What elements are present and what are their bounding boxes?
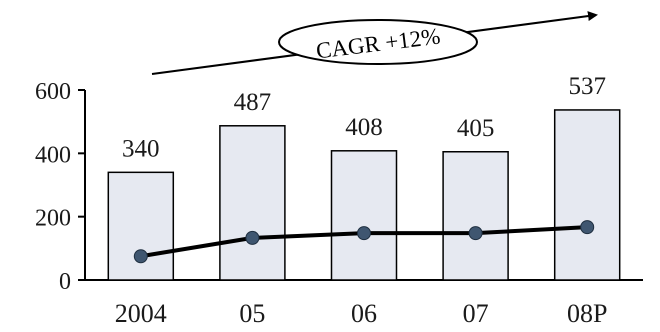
bar-value-label: 408 (345, 114, 383, 141)
bar (553, 109, 621, 281)
trend-point (357, 226, 371, 241)
bar (442, 151, 509, 281)
y-tick-label: 600 (35, 79, 71, 105)
bar-value-label: 537 (568, 73, 606, 100)
bar (219, 125, 286, 281)
trend-point (468, 226, 483, 241)
y-tick-label: 400 (35, 142, 71, 168)
bar-value-label: 487 (234, 89, 272, 116)
y-axis-ticks: 0 200 400 600 (35, 79, 85, 295)
bar (330, 150, 398, 281)
x-tick-label: 06 (351, 299, 377, 328)
bar-value-label: 405 (457, 115, 495, 142)
x-axis-ticks: 2004 05 06 07 08P (115, 299, 608, 328)
trend-line-series (133, 220, 595, 264)
x-tick-label: 07 (463, 299, 489, 328)
data-labels: 340 487 408 405 537 (122, 73, 606, 162)
x-tick-label: 08P (567, 299, 607, 328)
bar-value-label: 340 (122, 135, 160, 162)
trend-point (245, 230, 260, 245)
x-tick-label: 05 (239, 299, 265, 328)
bars (107, 109, 621, 281)
x-tick-label: 2004 (115, 299, 167, 328)
y-tick-label: 200 (35, 206, 71, 232)
cagr-ellipse (278, 19, 478, 65)
trend-point (133, 249, 148, 264)
y-tick-label: 0 (59, 269, 71, 295)
bar (107, 171, 175, 281)
cagr-annotation: CAGR +12% (151, 11, 598, 75)
trend-point (580, 220, 595, 235)
